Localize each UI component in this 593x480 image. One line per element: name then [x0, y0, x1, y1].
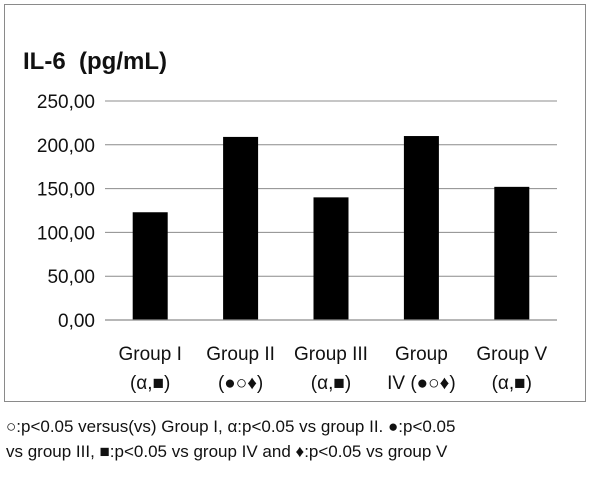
bar-chart: IL-6 (pg/mL) 0,00 50,00 100,00 150,00 200,00…	[23, 48, 557, 394]
x-tick-label: Group II	[206, 344, 275, 365]
y-tick-label: 150,00	[37, 180, 95, 201]
caption-line-2: vs group III, ■:p<0.05 vs group IV and ♦…	[6, 442, 448, 461]
x-tick-sublabel: (α,■)	[492, 373, 532, 394]
caption-line-1: ○:p<0.05 versus(vs) Group I, α:p<0.05 vs…	[6, 417, 456, 436]
y-tick-label: 250,00	[37, 92, 95, 113]
y-tick-label: 50,00	[47, 267, 95, 288]
y-axis-ticks: 0,00 50,00 100,00 150,00 200,00 250,00	[37, 92, 95, 332]
x-tick-sublabel: (●○♦)	[218, 373, 263, 394]
figure-caption: ○:p<0.05 versus(vs) Group I, α:p<0.05 vs…	[6, 414, 586, 464]
x-tick-label: Group I	[119, 344, 182, 365]
bar	[494, 186, 530, 320]
x-axis-labels: Group I (α,■) Group II (●○♦) Group III (α,■) G…	[119, 344, 548, 394]
x-tick-sublabel: (α,■)	[130, 373, 170, 394]
x-tick-sublabel: (α,■)	[311, 373, 351, 394]
bar	[403, 136, 439, 320]
x-tick-sublabel: IV (●○♦)	[387, 373, 456, 394]
x-tick-label: Group III	[294, 344, 368, 365]
x-tick-label: Group V	[476, 344, 547, 365]
chart-frame: IL-6 (pg/mL) 0,00 50,00 100,00 150,00 200,00…	[4, 4, 586, 402]
bar	[313, 197, 349, 320]
y-tick-label: 100,00	[37, 223, 95, 244]
bar	[223, 136, 259, 320]
bars	[132, 136, 530, 320]
bar	[132, 212, 168, 320]
grid-lines	[105, 100, 557, 277]
y-tick-label: 200,00	[37, 136, 95, 157]
y-tick-label: 0,00	[58, 311, 95, 332]
x-tick-label: Group	[395, 344, 448, 365]
chart-title: IL-6 (pg/mL)	[23, 48, 167, 75]
